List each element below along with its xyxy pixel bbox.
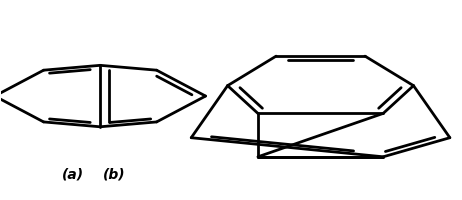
Text: (a): (a) [61, 168, 84, 182]
Text: (b): (b) [103, 168, 125, 182]
